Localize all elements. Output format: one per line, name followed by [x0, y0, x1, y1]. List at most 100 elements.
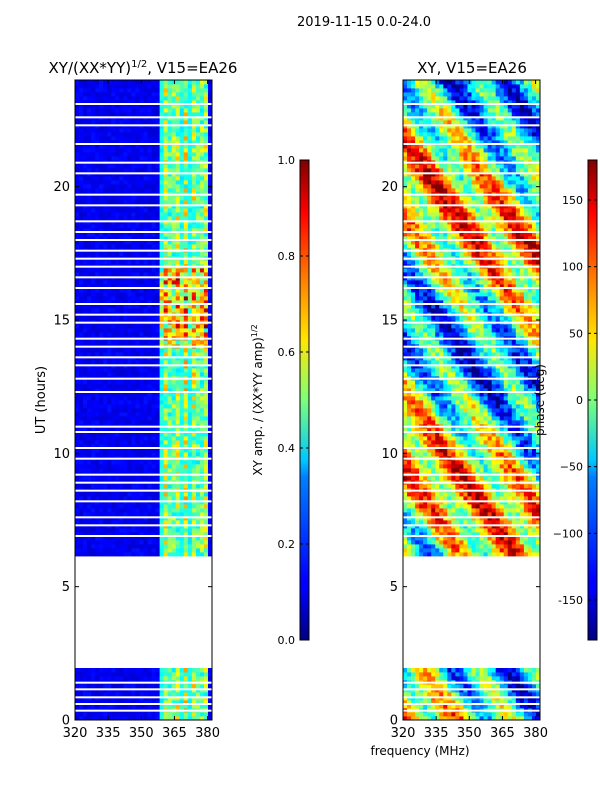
left-heatmap-cell [79, 96, 84, 101]
left-heatmap-cell [135, 332, 140, 337]
left-heatmap-cell [159, 704, 165, 709]
left-heatmap-cell [135, 684, 140, 689]
left-heatmap-cell [87, 316, 92, 321]
left-heatmap-cell [95, 316, 100, 321]
left-heatmap-cell [135, 180, 140, 185]
left-heatmap-cell [159, 428, 165, 433]
left-heatmap-cell [187, 380, 193, 385]
left-heatmap-cell [111, 236, 116, 241]
left-heatmap-cell [139, 308, 144, 313]
left-heatmap-cell [139, 444, 144, 449]
left-heatmap-cell [171, 544, 177, 549]
left-heatmap-cell [95, 416, 100, 421]
left-heatmap-cell [119, 416, 124, 421]
left-heatmap-cell [135, 260, 140, 265]
left-heatmap-cell [187, 416, 193, 421]
left-heatmap-cell [79, 236, 84, 241]
left-heatmap-cell [107, 272, 112, 277]
left-heatmap-cell [83, 492, 88, 497]
left-heatmap-cell [195, 452, 201, 457]
left-heatmap-cell [127, 436, 132, 441]
left-heatmap-cell [107, 428, 112, 433]
left-heatmap-cell [123, 552, 128, 557]
left-heatmap-cell [155, 308, 161, 313]
left-heatmap-cell [199, 528, 205, 533]
left-heatmap-cell [123, 404, 128, 409]
right-heatmap-cell [535, 684, 541, 689]
left-heatmap-cell [199, 80, 205, 85]
left-heatmap-cell [135, 212, 140, 217]
left-heatmap-cell [131, 100, 136, 105]
left-heatmap-cell [207, 416, 213, 421]
left-heatmap-cell [207, 672, 213, 677]
left-heatmap-cell [87, 228, 92, 233]
left-heatmap-cell [147, 80, 152, 85]
left-heatmap-cell [127, 212, 132, 217]
left-heatmap-cell [87, 372, 92, 377]
left-heatmap-cell [183, 432, 189, 437]
left-heatmap-cell [135, 92, 140, 97]
left-heatmap-cell [191, 300, 197, 305]
left-heatmap-cell [119, 92, 124, 97]
left-heatmap-cell [119, 260, 124, 265]
left-heatmap-cell [159, 700, 165, 705]
left-heatmap-cell [123, 328, 128, 333]
left-heatmap-cell [151, 400, 156, 405]
left-heatmap-cell [139, 324, 144, 329]
left-heatmap-cell [87, 676, 92, 681]
left-heatmap-cell [119, 372, 124, 377]
left-heatmap-cell [139, 84, 144, 89]
left-heatmap-cell [123, 444, 128, 449]
left-heatmap-cell [87, 288, 92, 293]
left-heatmap-cell [99, 380, 104, 385]
left-heatmap-cell [111, 444, 116, 449]
left-heatmap-cell [195, 700, 201, 705]
left-heatmap-cell [111, 284, 116, 289]
left-heatmap-cell [179, 548, 185, 553]
right-heatmap-cell [511, 684, 517, 689]
left-heatmap-cell [123, 224, 128, 229]
left-heatmap-cell [183, 168, 189, 173]
left-heatmap-cell [119, 528, 124, 533]
left-heatmap-cell [127, 452, 132, 457]
left-heatmap-cell [139, 528, 144, 533]
left-heatmap-cell [127, 676, 132, 681]
left-heatmap-cell [139, 700, 144, 705]
left-heatmap-cell [83, 468, 88, 473]
left-heatmap-cell [179, 156, 185, 161]
left-heatmap-cell [95, 148, 100, 153]
left-heatmap-cell [183, 108, 189, 113]
left-heatmap-cell [187, 132, 193, 137]
left-heatmap-cell [119, 316, 124, 321]
left-heatmap-cell [99, 328, 104, 333]
left-heatmap-cell [115, 684, 120, 689]
left-heatmap-cell [95, 240, 100, 245]
left-heatmap-cell [135, 176, 140, 181]
left-heatmap-cell [143, 408, 148, 413]
left-heatmap-cell [175, 672, 181, 677]
left-heatmap-cell [175, 148, 181, 153]
left-heatmap-cell [163, 176, 169, 181]
left-heatmap-cell [199, 496, 205, 501]
left-heatmap-cell [115, 304, 120, 309]
left-heatmap-cell [207, 508, 213, 513]
left-heatmap-cell [87, 112, 92, 117]
left-heatmap-cell [187, 316, 193, 321]
left-heatmap-cell [103, 348, 108, 353]
right-heatmap-cell [451, 684, 456, 689]
left-heatmap-cell [179, 216, 185, 221]
right-heatmap-cell [531, 716, 537, 721]
left-heatmap-cell [103, 460, 108, 465]
left-heatmap-cell [107, 240, 112, 245]
left-heatmap-cell [155, 228, 161, 233]
left-heatmap-cell [91, 528, 96, 533]
left-heatmap-cell [203, 512, 209, 517]
left-heatmap-cell [155, 252, 161, 257]
left-heatmap-cell [123, 492, 128, 497]
left-heatmap-cell [187, 408, 193, 413]
left-heatmap-cell [167, 324, 173, 329]
left-heatmap-cell [147, 428, 152, 433]
left-heatmap-cell [119, 308, 124, 313]
left-heatmap-cell [179, 112, 185, 117]
left-heatmap-cell [91, 120, 96, 125]
